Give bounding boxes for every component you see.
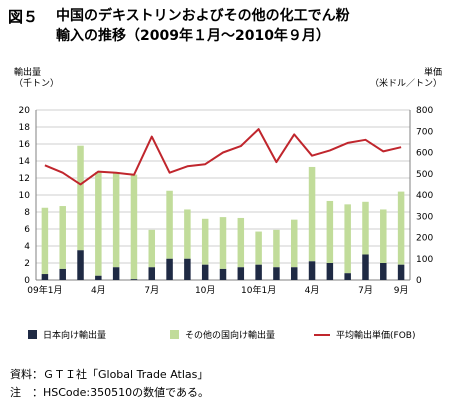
bar-other-countries: [148, 229, 156, 268]
code-note: 注 ：HSCode:350510の数値である。: [10, 386, 210, 399]
legend-swatch-price: [314, 333, 330, 336]
right-axis-tick-label: 500: [416, 170, 433, 180]
bar-other-countries: [41, 207, 49, 275]
bar-japan: [201, 264, 209, 280]
bar-other-countries: [255, 231, 262, 265]
right-axis-tick-label: 600: [416, 149, 433, 159]
legend-swatch-japan: [28, 330, 37, 339]
bar-other-countries: [290, 219, 298, 268]
chart-title-line1: 中国のデキストリンおよびその他の化工でん粉: [56, 8, 350, 24]
bar-japan: [219, 268, 227, 280]
bar-japan: [273, 267, 280, 280]
left-axis-tick-label: 14: [19, 157, 31, 167]
left-axis-tick-label: 8: [24, 208, 30, 218]
right-axis-tick-label: 800: [416, 106, 433, 116]
legend-label-other: その他の国向け輸出量: [185, 331, 276, 341]
x-axis-tick-label: 7月: [144, 285, 159, 296]
price-line: [44, 128, 402, 186]
bar-japan: [290, 267, 298, 280]
bar-japan: [166, 258, 173, 280]
left-axis-tick-label: 10: [19, 191, 31, 201]
x-axis-tick-label: 09年1月: [27, 284, 62, 296]
right-axis-unit: 単価 （米ドル／トン）: [370, 68, 442, 90]
right-axis-tick-label: 400: [416, 191, 433, 201]
bar-japan: [362, 254, 369, 280]
x-axis-tick-label: 4月: [91, 285, 106, 296]
left-axis-tick-label: 4: [24, 242, 30, 252]
figure-label: 図５: [8, 8, 39, 26]
legend-item-price: 平均輸出単価(FOB): [314, 328, 415, 341]
left-axis-unit-line1: 輸出量: [14, 68, 42, 78]
bar-other-countries: [95, 172, 102, 276]
bar-japan: [59, 268, 66, 280]
x-axis-tick-label: 7月: [358, 285, 373, 296]
right-axis-unit-line1: 単価: [423, 68, 442, 78]
legend-item-japan: 日本向け輸出量: [28, 328, 106, 341]
bar-japan: [184, 258, 191, 280]
left-axis-tick-label: 0: [24, 276, 30, 286]
bar-other-countries: [201, 218, 209, 265]
right-axis-tick-label: 0: [416, 276, 422, 286]
left-axis-tick-label: 2: [24, 259, 30, 269]
right-axis-tick-label: 300: [416, 212, 433, 222]
x-axis-tick-label: 10月: [195, 285, 215, 296]
x-axis-tick-label: 9月: [394, 285, 409, 296]
bar-other-countries: [59, 206, 66, 269]
left-axis-tick-label: 20: [19, 106, 31, 116]
bar-japan: [326, 263, 334, 280]
bar-other-countries: [77, 145, 84, 251]
bar-japan: [77, 250, 84, 280]
chart-title: 中国のデキストリンおよびその他の化工でん粉 輸入の推移（2009年１月～2010…: [56, 6, 446, 46]
bar-other-countries: [273, 229, 280, 268]
bar-other-countries: [344, 204, 351, 274]
legend-label-japan: 日本向け輸出量: [43, 331, 107, 341]
left-axis-tick-label: 6: [24, 225, 30, 235]
bar-japan: [112, 267, 120, 280]
bar-other-countries: [219, 217, 227, 269]
right-axis-tick-label: 700: [416, 127, 433, 137]
bar-other-countries: [237, 217, 245, 268]
source-note: 資料：ＧＴＩ社「Global Trade Atlas」: [10, 368, 209, 381]
bar-other-countries: [184, 209, 191, 259]
left-axis-unit: 輸出量 （千トン）: [14, 68, 59, 90]
chart-canvas: 0246810121416182001002003004005006007008…: [19, 106, 434, 296]
left-axis-tick-label: 12: [19, 174, 30, 184]
bar-japan: [397, 264, 405, 280]
bar-other-countries: [326, 200, 334, 263]
left-axis-tick-label: 18: [19, 123, 31, 133]
x-axis-tick-label: 4月: [305, 285, 320, 296]
bar-japan: [148, 267, 156, 280]
bar-other-countries: [362, 201, 369, 255]
bar-other-countries: [308, 166, 316, 262]
x-axis-tick-label: 10年1月: [241, 284, 276, 296]
right-axis-tick-label: 200: [416, 234, 433, 244]
bar-other-countries: [397, 191, 405, 265]
bar-japan: [255, 264, 262, 280]
bar-japan: [344, 273, 351, 280]
bar-other-countries: [130, 174, 138, 280]
legend-label-price: 平均輸出単価(FOB): [336, 331, 416, 341]
bar-japan: [130, 279, 138, 280]
right-axis-tick-label: 100: [416, 255, 433, 265]
legend-item-other: その他の国向け輸出量: [170, 328, 275, 341]
right-axis-unit-line2: （米ドル／トン）: [369, 79, 442, 89]
legend-swatch-other: [170, 330, 179, 339]
bar-japan: [308, 261, 316, 280]
bar-japan: [380, 263, 387, 280]
bar-japan: [41, 274, 49, 280]
bar-other-countries: [112, 172, 120, 268]
chart-title-line2: 輸入の推移（2009年１月～2010年９月）: [56, 28, 330, 44]
left-axis-tick-label: 16: [19, 140, 31, 150]
bar-other-countries: [380, 209, 387, 263]
bar-other-countries: [166, 190, 173, 259]
bar-japan: [95, 275, 102, 280]
left-axis-unit-line2: （千トン）: [14, 79, 60, 89]
bar-japan: [237, 267, 245, 280]
